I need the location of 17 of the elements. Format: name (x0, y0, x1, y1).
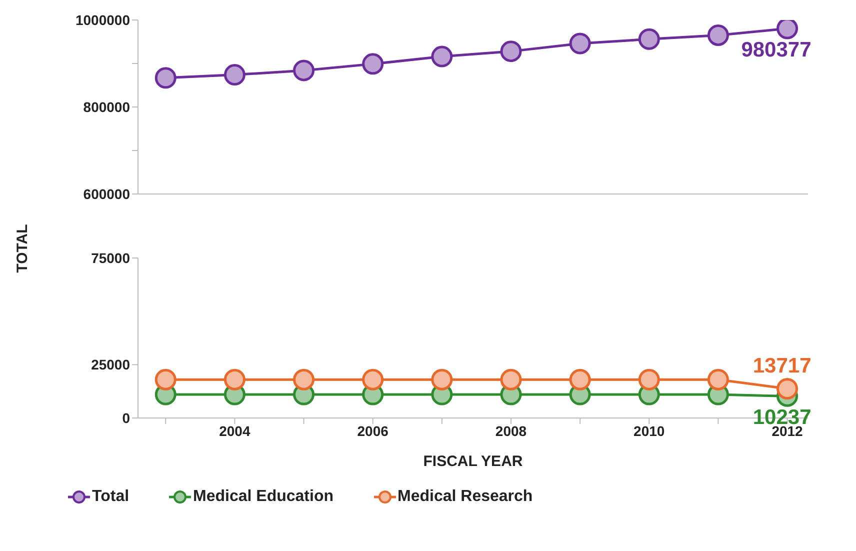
x-tick-label: 2010 (634, 422, 665, 439)
y-tick-label: 0 (122, 410, 130, 426)
x-tick-label: 2008 (495, 422, 527, 439)
y-tick-label: 75000 (91, 250, 130, 266)
y-axis-title: TOTAL (14, 224, 31, 272)
x-tick-label: 2004 (219, 422, 250, 439)
legend-label: Total (92, 488, 130, 506)
legend-label: Medical Research (398, 488, 533, 506)
legend-label: Medical Education (193, 488, 334, 506)
data-label: 13717 (752, 354, 812, 378)
x-tick-label: 2006 (357, 422, 389, 439)
x-axis-title: FISCAL YEAR (423, 453, 523, 470)
y-tick-label: 800000 (83, 98, 130, 115)
y-tick-label: 600000 (83, 186, 130, 202)
y-tick-label: 25000 (91, 356, 130, 373)
y-tick-label: 1000000 (75, 12, 130, 28)
data-label: 980377 (741, 38, 812, 62)
